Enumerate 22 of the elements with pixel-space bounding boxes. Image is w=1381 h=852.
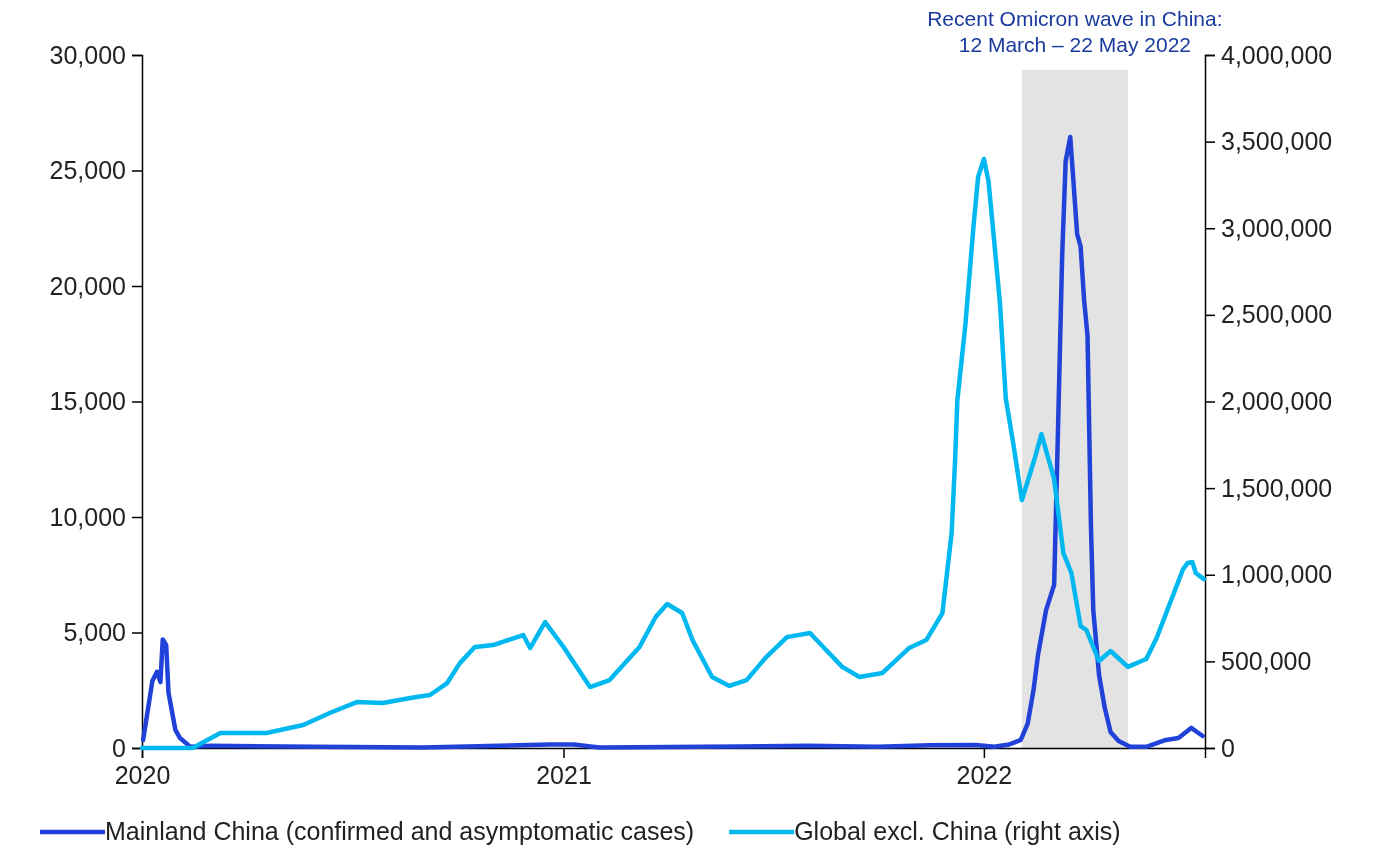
y2-tick-label: 2,500,000: [1221, 300, 1333, 329]
legend-label: Mainland China (confirmed and asymptomatic cases): [105, 817, 695, 845]
x-tick-label: 2020: [114, 760, 171, 789]
y2-tick-label: 2,000,000: [1221, 387, 1333, 415]
y-tick-label: 5,000: [63, 618, 126, 646]
x-tick-label: 2022: [956, 760, 1013, 789]
y2-tick-label: 3,000,000: [1221, 213, 1333, 242]
band-label: Recent Omicron wave in China: 12 March – 22 May 2022: [927, 7, 1223, 56]
y-tick-label: 30,000: [49, 40, 126, 69]
y-tick-label: 10,000: [49, 502, 126, 531]
x-tick-label: 2021: [536, 760, 592, 789]
y-tick-label: 20,000: [49, 271, 126, 300]
y-tick-label: 25,000: [49, 156, 126, 184]
y2-tick-label: 4,000,000: [1221, 40, 1333, 69]
y2-tick-label: 1,500,000: [1221, 473, 1333, 502]
y-tick-label: 0: [112, 733, 126, 762]
y-tick-label: 15,000: [49, 387, 126, 415]
y2-tick-label: 0: [1221, 733, 1235, 762]
legend-label: Global excl. China (right axis): [794, 817, 1121, 845]
y2-tick-label: 3,500,000: [1221, 127, 1333, 156]
y2-tick-label: 500,000: [1221, 646, 1312, 675]
y2-tick-label: 1,000,000: [1221, 560, 1333, 589]
